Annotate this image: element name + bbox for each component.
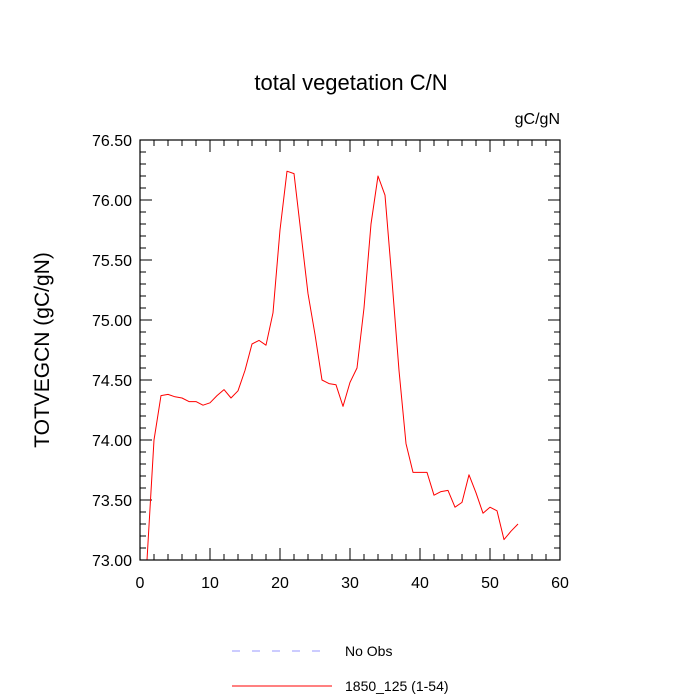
x-tick-label: 60 [551,575,569,592]
y-axis-label: TOTVEGCN (gC/gN) [31,252,54,448]
x-tick-label: 20 [271,575,289,592]
y-tick-label: 74.50 [92,373,132,390]
legend-label: No Obs [345,643,392,659]
legend-label: 1850_125 (1-54) [345,678,449,694]
tick-marks [139,139,561,561]
y-tick-label: 73.50 [92,493,132,510]
tick-labels: 0 10 20 30 40 50 60 73.00 73.50 74.00 74.50 75.00 75… [92,133,569,592]
chart-title: total vegetation C/N [254,70,447,95]
y-tick-label: 75.50 [92,253,132,270]
y-tick-label: 74.00 [92,433,132,450]
x-tick-label: 10 [201,575,219,592]
y-tick-label: 76.00 [92,193,132,210]
series-lines [146,170,519,561]
y-tick-label: 76.50 [92,133,132,150]
x-tick-label: 0 [136,575,145,592]
plot-frame [139,139,561,561]
x-tick-label: 50 [481,575,499,592]
legend: No Obs 1850_125 (1-54) [232,643,449,694]
x-tick-label: 40 [411,575,429,592]
x-tick-label: 30 [341,575,359,592]
y-tick-label: 75.00 [92,313,132,330]
y-tick-label: 73.00 [92,553,132,570]
series-line [146,170,519,561]
units-label: gC/gN [515,111,560,128]
